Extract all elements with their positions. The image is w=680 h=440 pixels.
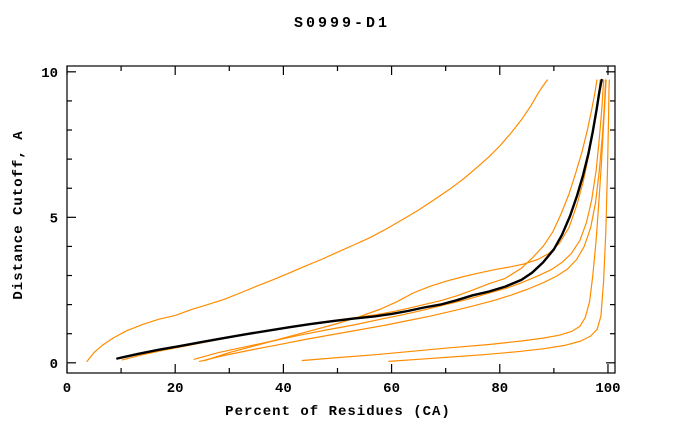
model-curve bbox=[116, 78, 603, 360]
x-tick-label: 20 bbox=[167, 381, 184, 397]
reference-curve bbox=[204, 79, 601, 362]
plot-title: S0999-D1 bbox=[294, 15, 390, 32]
x-tick-label: 80 bbox=[491, 381, 508, 397]
x-tick-label: 0 bbox=[63, 381, 71, 397]
reference-curve bbox=[193, 79, 605, 360]
x-tick-label: 60 bbox=[383, 381, 400, 397]
y-tick-label: 5 bbox=[50, 211, 58, 227]
y-tick-label: 10 bbox=[41, 66, 58, 82]
axis-tick-labels: 0 20 40 60 80 100 0 5 10 bbox=[41, 66, 620, 397]
x-tick-label: 40 bbox=[275, 381, 292, 397]
axis-ticks bbox=[66, 66, 615, 373]
x-tick-label: 100 bbox=[595, 381, 620, 397]
y-axis-label: Distance Cutoff, A bbox=[11, 130, 27, 299]
y-tick-label: 0 bbox=[50, 357, 58, 373]
curves bbox=[86, 78, 610, 362]
reference-curve bbox=[388, 79, 610, 362]
reference-curve bbox=[301, 79, 607, 362]
reference-curve bbox=[86, 79, 549, 362]
reference-curve bbox=[198, 79, 607, 362]
x-axis-label: Percent of Residues (CA) bbox=[225, 404, 451, 420]
plot-frame bbox=[66, 65, 616, 374]
